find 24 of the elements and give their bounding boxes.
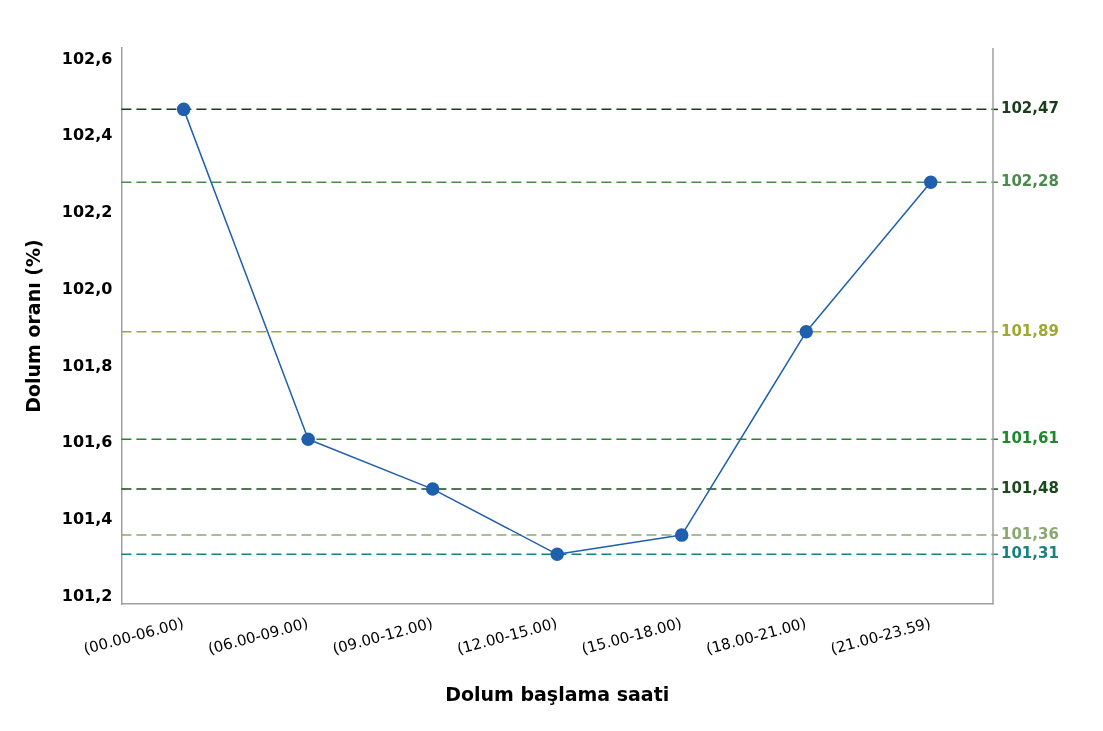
ref-line-label: 101,61: [1001, 429, 1059, 448]
y-tick-label: 102,4: [61, 125, 113, 145]
ref-line-label: 101,31: [1001, 544, 1059, 563]
point: [923, 175, 938, 189]
y-tick-label: 102,0: [61, 278, 113, 298]
point: [425, 482, 440, 496]
point: [550, 547, 564, 562]
ref-line-label: 101,48: [1001, 478, 1059, 497]
y-tick-label: 102,6: [61, 48, 113, 68]
ref-line-label: 102,28: [1001, 172, 1059, 191]
y-tick-label: 102,2: [61, 202, 113, 222]
ref-line-label: 102,47: [1001, 99, 1059, 118]
y-tick-label: 101,8: [61, 355, 113, 375]
ref-line-label: 101,36: [1001, 525, 1059, 544]
point: [301, 432, 315, 446]
ref-line-label: 101,89: [1001, 321, 1059, 340]
y-tick-label: 101,6: [61, 432, 113, 452]
y-tick-label: 101,4: [61, 508, 113, 528]
point: [674, 528, 689, 542]
y-axis-title: Dolum oranı (%): [22, 239, 45, 413]
y-tick-label: 101,2: [61, 585, 113, 605]
point: [176, 102, 191, 117]
point: [799, 325, 813, 339]
x-axis-title: Dolum başlama saati: [445, 682, 670, 705]
